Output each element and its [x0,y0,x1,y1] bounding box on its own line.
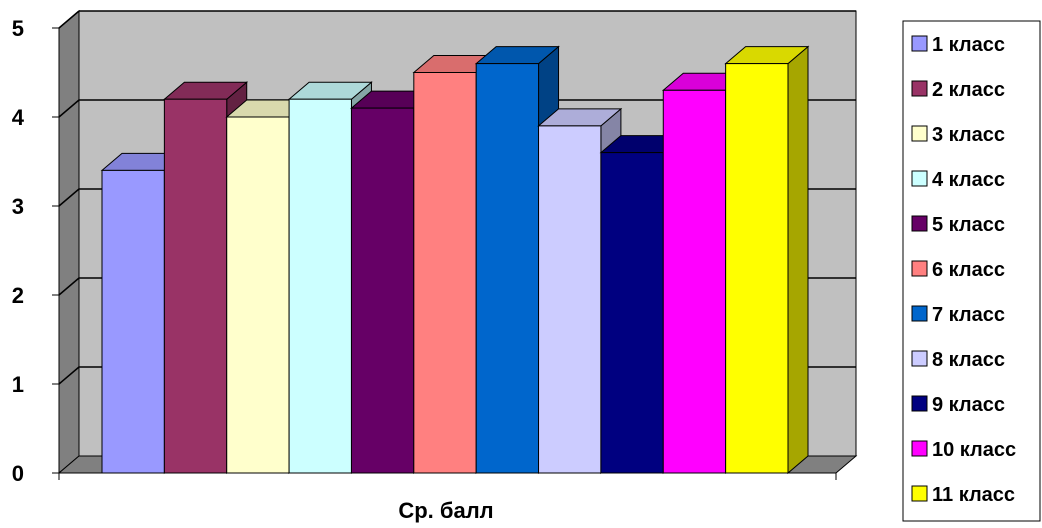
gridline-side [58,277,80,296]
legend-item-label: 8 класс [932,349,1005,371]
bar-front [350,107,415,474]
legend-item-label: 3 класс [932,124,1005,146]
gridline-side [58,99,80,118]
y-tick-label: 3 [12,194,24,219]
legend-swatch [911,35,928,52]
bar-front [288,98,352,474]
gridline-side [58,10,80,29]
legend-item-label: 10 класс [932,439,1016,461]
axes-group: 0 1 2 3 4 5 [12,16,837,486]
legend-swatch [911,440,928,457]
legend-item-label: 11 класс [932,484,1015,506]
legend-swatch [911,125,928,142]
bar-front [538,125,602,474]
legend-swatch [911,260,928,277]
legend-swatch [911,305,928,322]
y-tick-label: 2 [12,283,24,308]
legend-item-label: 6 класс [932,259,1005,281]
legend-swatch [911,80,928,97]
gridline-side [58,366,80,385]
legend-swatch [911,215,928,232]
bars-group [100,45,810,475]
legend-swatch [911,395,928,412]
bar-front [725,63,789,474]
bar-front [101,169,165,474]
bar-front [600,152,664,474]
bar-front [163,98,228,474]
bar-front [226,116,290,474]
side-wall [58,9,80,475]
legend-swatch [911,485,928,502]
legend-swatch [911,170,928,187]
y-tick-label: 0 [12,461,24,486]
legend-swatch [911,350,928,367]
y-tick-label: 4 [12,105,25,130]
bar [724,45,810,475]
bar-side [787,45,809,475]
gridline-side [58,188,80,207]
bar-front [413,72,477,474]
legend: 1 класс 2 класс 3 класс 4 класс 5 класс 6 кла… [902,20,1041,522]
y-tick-label: 1 [12,372,24,397]
legend-item-label: 4 класс [932,169,1005,191]
legend-item-label: 9 класс [932,394,1005,416]
legend-item-label: 1 класс [932,34,1005,56]
x-axis-label: Ср. балл [398,498,493,523]
y-tick-label: 5 [12,16,24,41]
bar-front [475,63,540,474]
legend-item-label: 7 класс [932,304,1005,326]
legend-item-label: 2 класс [932,79,1005,101]
bar-front [662,89,727,474]
legend-item-label: 5 класс [932,214,1005,236]
